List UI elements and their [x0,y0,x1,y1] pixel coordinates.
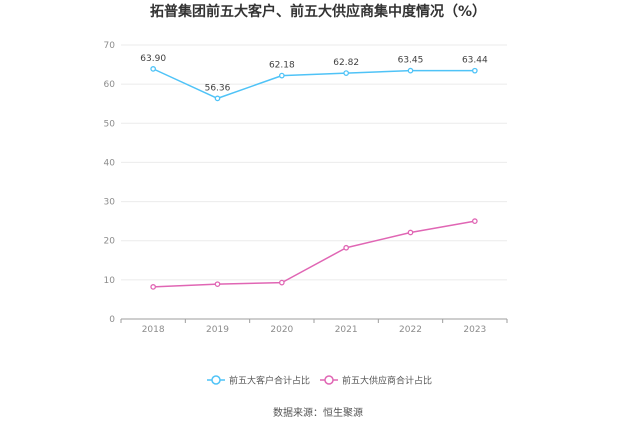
series-layer: 63.90 56.36 62.18 62.82 63.45 63.44 [140,54,488,290]
x-tick-label: 2020 [270,325,293,335]
y-tick-label: 10 [104,276,116,286]
data-point[interactable] [343,70,350,76]
series-line-1 [152,68,475,100]
data-label: 62.82 [333,58,359,68]
y-tick-label: 60 [104,80,116,90]
y-tick-label: 40 [104,158,116,168]
data-point[interactable] [343,244,350,251]
y-tick-label: 70 [104,41,116,51]
data-point[interactable] [150,66,157,72]
data-point[interactable] [278,279,285,286]
data-label: 63.44 [462,56,488,66]
x-tick-label: 2018 [142,325,165,335]
y-tick-label: 0 [109,315,115,325]
data-point[interactable] [214,95,221,102]
data-point[interactable] [214,281,221,288]
source-note: 数据来源：恒生聚源 [273,406,363,419]
legend[interactable]: 前五大客户合计占比 前五大供应商合计占比 [207,375,432,387]
x-tick-label: 2023 [463,325,486,335]
axes: 0 10 20 30 40 50 60 70 2018 2019 2020 2021 2022 2023 [104,41,508,335]
legend-label-1[interactable]: 前五大客户合计占比 [229,375,310,387]
data-point[interactable] [150,284,157,290]
legend-marker-1 [211,375,221,385]
y-tick-label: 30 [104,198,116,208]
x-tick-label: 2022 [399,325,422,335]
y-tick-label: 20 [104,237,116,247]
data-point[interactable] [278,72,285,79]
series-line-2 [153,220,475,288]
x-tick-label: 2019 [206,325,229,335]
data-point[interactable] [471,67,478,74]
data-label: 56.36 [205,83,231,93]
data-point[interactable] [407,229,414,236]
chart-title: 拓普集团前五大客户、前五大供应商集中度情况（%） [150,3,486,20]
legend-label-2[interactable]: 前五大供应商合计占比 [342,375,432,387]
legend-marker-2 [324,375,334,385]
data-point[interactable] [471,218,478,224]
data-point[interactable] [407,67,414,74]
data-label: 63.90 [140,54,166,64]
x-tick-label: 2021 [335,325,358,335]
y-tick-label: 50 [104,119,116,129]
data-label: 62.18 [269,61,295,71]
data-label: 63.45 [398,56,424,66]
